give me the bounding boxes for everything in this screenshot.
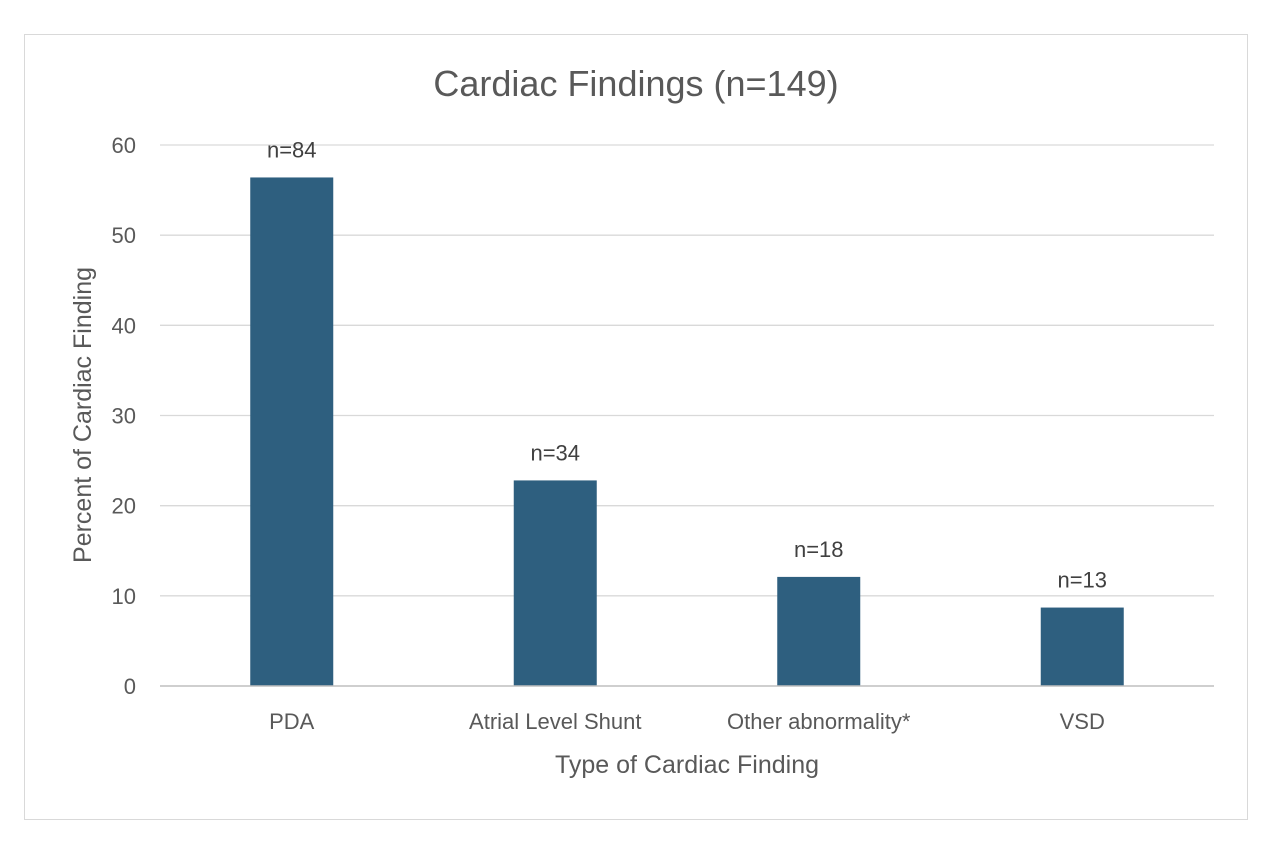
y-tick-label: 20: [112, 494, 136, 519]
bar: [513, 480, 597, 686]
bar: [777, 576, 861, 686]
chart-frame: [24, 34, 1248, 820]
y-tick-label: 10: [112, 584, 136, 609]
y-tick-label: 0: [124, 674, 136, 699]
bar: [250, 177, 334, 686]
x-tick-label: Atrial Level Shunt: [469, 709, 641, 734]
bar-data-label: n=13: [1057, 568, 1107, 593]
y-tick-label: 30: [112, 404, 136, 429]
y-tick-label: 50: [112, 223, 136, 248]
x-tick-label: Other abnormality*: [727, 709, 911, 734]
x-tick-label: VSD: [1060, 709, 1105, 734]
data-labels: n=84 n=34 n=18 n=13: [267, 137, 1107, 592]
x-tick-label: PDA: [269, 709, 315, 734]
bar-data-label: n=18: [794, 537, 844, 562]
y-axis-ticks: 0 10 20 30 40 50 60: [112, 133, 136, 699]
x-axis-label: Type of Cardiac Finding: [555, 751, 819, 779]
y-axis-label: Percent of Cardiac Finding: [69, 267, 97, 563]
chart-title: Cardiac Findings (n=149): [433, 63, 838, 104]
bar-data-label: n=34: [530, 440, 580, 465]
y-tick-label: 40: [112, 313, 136, 338]
bars: [250, 177, 1124, 686]
y-tick-label: 60: [112, 133, 136, 158]
x-axis-ticks: PDA Atrial Level Shunt Other abnormality* V…: [269, 709, 1105, 734]
gridlines: [160, 144, 1214, 597]
bar: [1040, 607, 1124, 686]
bar-data-label: n=84: [267, 137, 317, 162]
